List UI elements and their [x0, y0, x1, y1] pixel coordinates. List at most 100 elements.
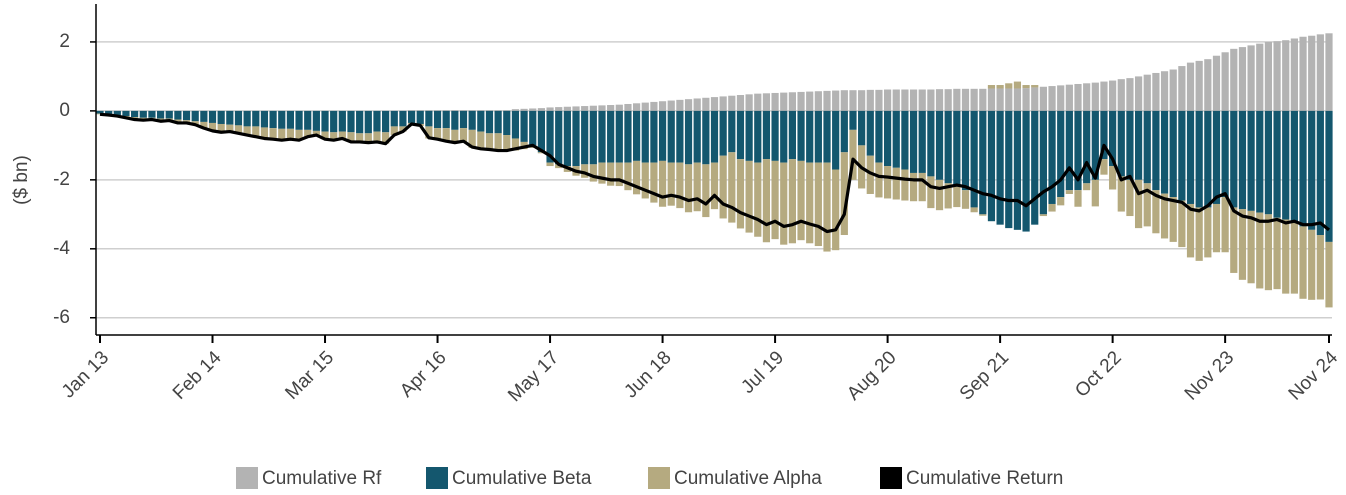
bar — [1022, 110, 1030, 232]
bar — [555, 107, 563, 111]
bar — [503, 110, 511, 111]
bar — [1100, 81, 1108, 111]
bar — [511, 110, 520, 139]
bar — [814, 162, 822, 247]
bar — [1065, 190, 1073, 194]
bar — [771, 92, 779, 111]
bar — [693, 162, 701, 212]
bar — [788, 159, 796, 244]
bar — [892, 110, 900, 168]
legend-swatch — [648, 467, 670, 489]
bar — [1178, 66, 1186, 111]
bar — [260, 127, 269, 139]
legend-swatch — [236, 467, 258, 489]
bar — [1126, 110, 1134, 180]
bar — [546, 110, 554, 163]
bar — [676, 110, 684, 163]
bar — [546, 162, 554, 167]
bar — [1152, 72, 1160, 111]
bar — [1143, 183, 1151, 227]
bar — [382, 110, 390, 133]
y-tick-label: -4 — [53, 238, 70, 259]
bar — [598, 162, 606, 184]
bar — [702, 164, 710, 218]
bar — [866, 89, 874, 111]
bar — [1074, 190, 1082, 207]
bar — [468, 129, 476, 148]
bar — [702, 97, 710, 111]
bar — [511, 109, 520, 111]
bar — [935, 110, 944, 180]
bar — [987, 85, 996, 89]
bar — [1186, 203, 1195, 258]
bar — [641, 162, 649, 199]
bar — [399, 110, 407, 127]
bar — [745, 160, 753, 233]
bar — [1048, 86, 1056, 111]
y-tick-label: 2 — [59, 31, 70, 52]
bar — [286, 128, 295, 140]
bar — [503, 110, 511, 136]
bar — [702, 110, 710, 165]
bar — [416, 110, 424, 124]
bar — [745, 110, 753, 161]
bar — [1247, 110, 1255, 211]
bar — [234, 125, 243, 134]
bar — [918, 89, 926, 111]
bar — [1074, 110, 1082, 191]
bar — [191, 121, 199, 125]
bar — [970, 88, 978, 111]
bar — [1264, 110, 1273, 215]
bar — [684, 110, 693, 165]
bar — [598, 105, 606, 111]
bar — [546, 107, 554, 111]
bar — [684, 164, 693, 213]
bar — [1204, 59, 1212, 111]
bar — [1325, 33, 1333, 111]
bar — [390, 110, 398, 127]
bar — [970, 110, 978, 208]
bar — [312, 130, 320, 136]
y-tick-label: -6 — [53, 307, 70, 328]
bar — [407, 110, 416, 123]
bar — [96, 110, 104, 114]
bar — [693, 110, 701, 163]
bar — [944, 110, 952, 184]
y-axis-label: ($ bn) — [11, 155, 32, 205]
bar — [139, 110, 147, 118]
bar — [633, 103, 641, 111]
bar — [615, 104, 623, 111]
bar — [710, 97, 719, 111]
bar — [1100, 159, 1108, 175]
bar — [191, 110, 199, 122]
bar — [96, 113, 104, 115]
bar — [615, 162, 623, 187]
bar — [1031, 87, 1039, 111]
bar — [1039, 86, 1047, 111]
x-tick-label: Jul 19 — [737, 347, 788, 398]
bar — [425, 110, 433, 111]
bar — [1299, 36, 1307, 111]
bar — [252, 126, 260, 137]
bar — [849, 90, 857, 111]
bar — [788, 110, 796, 160]
bar — [771, 110, 779, 161]
bar — [935, 89, 944, 111]
bar — [1299, 226, 1307, 299]
bar — [1013, 81, 1022, 89]
bar — [979, 110, 987, 215]
bar — [555, 164, 563, 169]
bar — [953, 110, 961, 187]
bar — [987, 110, 996, 222]
bar — [1316, 110, 1324, 236]
bar — [901, 110, 909, 170]
bar — [269, 110, 277, 129]
bar — [1247, 210, 1255, 284]
bar — [1160, 71, 1169, 111]
bar — [667, 110, 675, 163]
bar — [208, 110, 217, 123]
bar — [416, 110, 424, 111]
bar — [1134, 110, 1143, 180]
bar — [1290, 222, 1298, 294]
bar — [581, 110, 589, 165]
